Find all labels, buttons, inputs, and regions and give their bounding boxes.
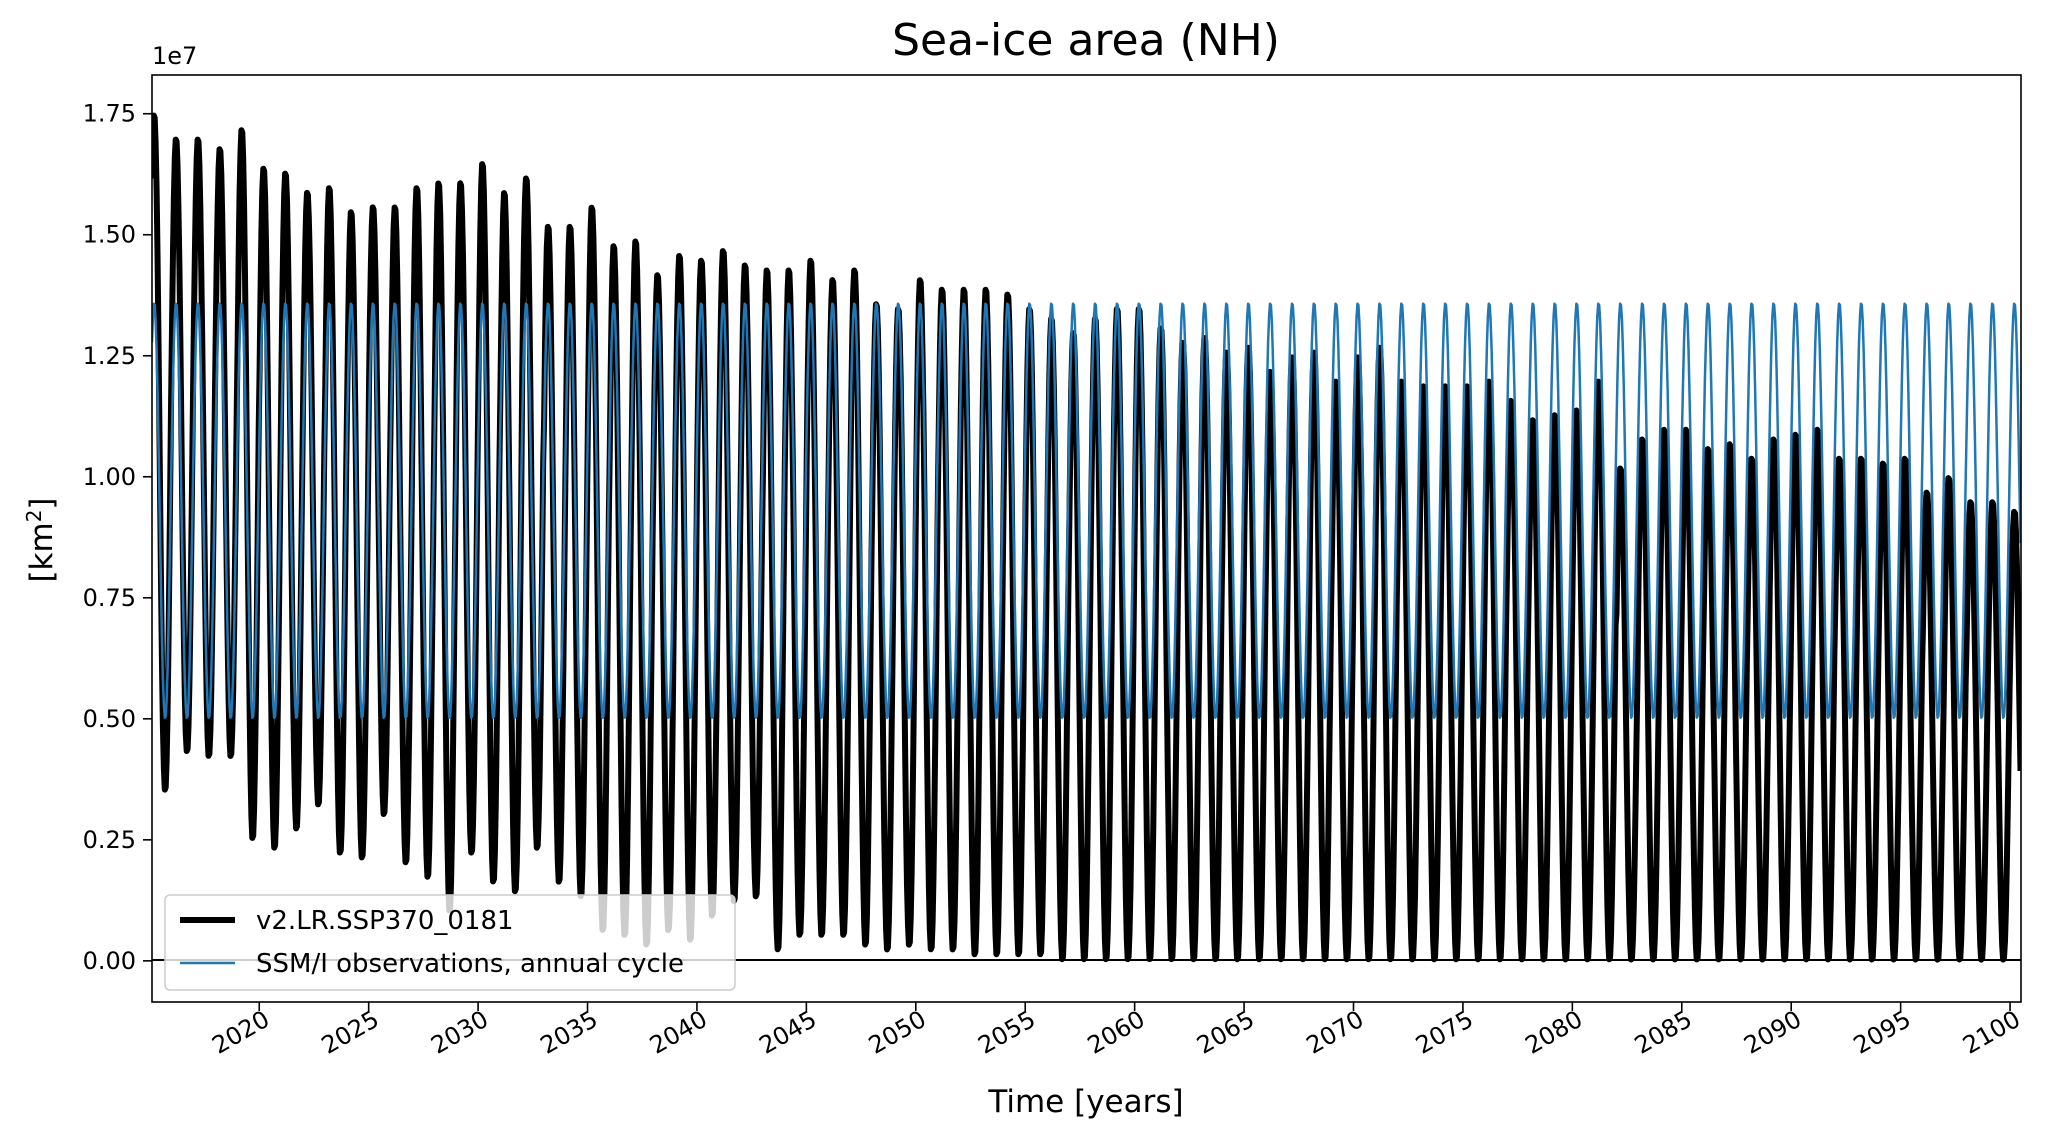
series-line-model (152, 112, 2021, 963)
y-tick-label: 0.00 (83, 947, 136, 975)
x-tick-label: 2060 (1083, 1005, 1150, 1060)
x-tick-label: 2025 (317, 1005, 384, 1060)
x-tick-label: 2020 (207, 1005, 274, 1060)
y-axis: 0.00 0.25 0.50 0.75 1.00 1.25 1.50 1.75 (83, 100, 152, 975)
y-axis-label: [km2] (22, 497, 60, 582)
y-axis-label-suffix: ] (24, 497, 60, 509)
x-tick-label: 2030 (426, 1005, 493, 1060)
legend: v2.LR.SSP370_0181 SSM/I observations, an… (164, 894, 736, 991)
y-tick-label: 0.50 (83, 705, 136, 733)
legend-label-observations: SSM/I observations, annual cycle (256, 949, 684, 979)
x-tick-label: 2055 (973, 1005, 1040, 1060)
chart-title: Sea-ice area (NH) (892, 15, 1280, 66)
y-tick-label: 1.25 (83, 342, 136, 370)
legend-label-model: v2.LR.SSP370_0181 (256, 906, 514, 936)
x-tick-label: 2080 (1520, 1005, 1587, 1060)
y-tick-label: 0.75 (83, 584, 136, 612)
x-tick-label: 2095 (1849, 1005, 1916, 1060)
x-tick-label: 2075 (1411, 1005, 1478, 1060)
x-axis-label: Time [years] (987, 1084, 1183, 1120)
x-tick-label: 2050 (864, 1005, 931, 1060)
x-tick-label: 2040 (645, 1005, 712, 1060)
y-tick-label: 0.25 (83, 826, 136, 854)
y-tick-label: 1.00 (83, 463, 136, 491)
legend-box (164, 894, 736, 991)
x-tick-label: 2090 (1739, 1005, 1806, 1060)
series-layer (152, 112, 2021, 963)
y-axis-label-superscript: 2 (22, 510, 46, 523)
x-tick-label: 2035 (536, 1005, 603, 1060)
x-tick-label: 2070 (1302, 1005, 1369, 1060)
plot-frame (151, 74, 2022, 1003)
x-tick-label: 2085 (1630, 1005, 1697, 1060)
x-tick-label: 2065 (1192, 1005, 1259, 1060)
y-tick-label: 1.50 (83, 221, 136, 249)
x-axis: 2020 2025 2030 2035 2040 2045 2050 2055 2060 2065… (207, 1002, 2025, 1060)
y-exponent-label: 1e7 (152, 42, 197, 70)
x-tick-label: 2100 (1958, 1005, 2025, 1060)
x-tick-label: 2045 (754, 1005, 821, 1060)
y-axis-label-main: [km (24, 522, 60, 582)
series-line-observations (152, 302, 2021, 719)
y-tick-label: 1.75 (83, 100, 136, 128)
